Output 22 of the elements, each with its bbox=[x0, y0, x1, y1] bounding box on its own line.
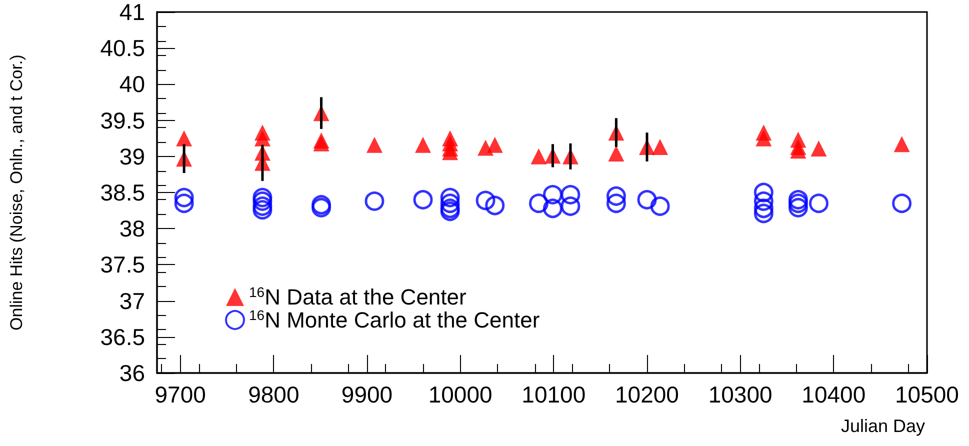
y-tick-label: 40.5 bbox=[100, 35, 145, 62]
y-tick-label: 37 bbox=[119, 288, 145, 314]
y-tick-label: 38.5 bbox=[100, 180, 145, 206]
x-tick-label: 9800 bbox=[248, 382, 300, 408]
y-tick-label: 36 bbox=[119, 360, 145, 386]
x-tick-label: 10000 bbox=[428, 382, 492, 408]
y-tick-label: 38 bbox=[119, 216, 145, 242]
x-tick-label: 10100 bbox=[522, 382, 586, 408]
y-tick-label: 40 bbox=[119, 71, 145, 98]
y-tick-label: 37.5 bbox=[100, 252, 145, 278]
y-tick-label: 39 bbox=[119, 143, 145, 170]
x-tick-label: 10200 bbox=[615, 382, 679, 408]
y-tick-label: 39.5 bbox=[100, 107, 145, 134]
y-tick-label: 36.5 bbox=[100, 324, 145, 350]
y-axis-title: Online Hits (Noise, Onln., and t Cor.) bbox=[7, 54, 26, 330]
x-tick-label: 10300 bbox=[708, 382, 772, 408]
x-axis-title: Julian Day bbox=[840, 416, 925, 436]
x-tick-label: 10500 bbox=[895, 382, 959, 408]
y-tick-label: 41 bbox=[119, 0, 145, 25]
x-tick-label: 9700 bbox=[154, 382, 206, 408]
x-tick-label: 9900 bbox=[341, 382, 393, 408]
x-tick-label: 10400 bbox=[802, 382, 866, 408]
